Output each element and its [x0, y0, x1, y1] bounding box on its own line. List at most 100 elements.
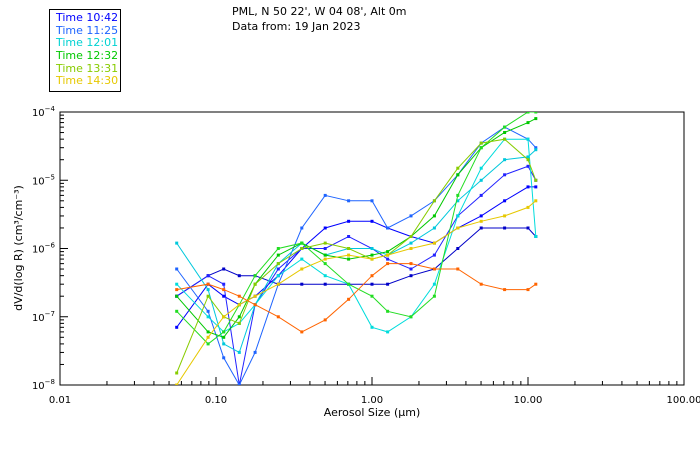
y-tick-label: 10−8	[32, 378, 55, 392]
data-point	[206, 342, 210, 346]
data-point	[300, 247, 304, 250]
x-tick-label: 1.00	[361, 395, 383, 406]
data-point	[222, 335, 226, 339]
data-point	[526, 112, 530, 114]
data-point	[534, 235, 538, 238]
x-tick-label: 10.00	[514, 395, 543, 406]
data-point	[526, 226, 530, 230]
data-point	[300, 226, 304, 230]
legend-entry: Time 10:42	[56, 11, 119, 24]
data-point	[222, 342, 226, 346]
data-point	[503, 158, 507, 162]
legend-entry: Time 13:31	[56, 62, 119, 75]
data-point	[456, 199, 460, 203]
data-point	[409, 267, 413, 271]
y-axis: 10−8 10−7 10−6 10−5 10−4	[32, 105, 68, 392]
legend: Time 10:42 Time 11:25 Time 12:01 Time 12…	[49, 9, 121, 92]
data-point	[206, 330, 210, 334]
series-line	[176, 138, 537, 333]
data-point	[479, 166, 483, 170]
data-point	[409, 315, 413, 319]
data-point	[479, 193, 483, 197]
data-point	[386, 250, 390, 254]
data-point	[526, 288, 530, 292]
data-point	[206, 294, 210, 298]
data-point	[253, 294, 257, 298]
data-point	[206, 288, 210, 292]
data-point	[347, 253, 351, 257]
data-point	[456, 173, 460, 177]
legend-entry: Time 14:30	[56, 74, 119, 87]
data-point	[347, 257, 351, 261]
data-point	[175, 282, 179, 286]
data-point	[526, 155, 530, 159]
data-point	[479, 226, 483, 230]
x-axis-label: Aerosol Size (μm)	[324, 406, 421, 419]
data-point	[370, 257, 374, 261]
data-point	[276, 262, 280, 266]
data-point	[432, 253, 436, 257]
data-point	[456, 214, 460, 218]
data-point	[479, 219, 483, 223]
data-point	[534, 146, 538, 150]
data-point	[300, 267, 304, 271]
data-point	[432, 282, 436, 286]
data-point	[237, 303, 241, 307]
data-point	[409, 262, 413, 266]
series-line	[176, 227, 537, 297]
data-point	[300, 257, 304, 261]
data-point	[175, 288, 179, 292]
data-point	[276, 247, 280, 250]
data-point	[347, 219, 351, 223]
data-point	[222, 288, 226, 292]
data-point	[534, 199, 538, 203]
data-point	[300, 241, 304, 245]
y-tick-label: 10−7	[32, 310, 55, 324]
legend-entry: Time 11:25	[56, 24, 119, 37]
data-point	[370, 282, 374, 286]
data-point	[175, 325, 179, 329]
data-point	[409, 241, 413, 245]
data-point	[300, 282, 304, 286]
data-point	[432, 267, 436, 271]
data-point	[276, 282, 280, 286]
data-point	[323, 193, 327, 197]
data-point	[479, 178, 483, 182]
data-point	[432, 294, 436, 298]
data-point	[526, 121, 530, 125]
data-point	[432, 241, 436, 245]
data-point	[370, 199, 374, 203]
data-point	[386, 309, 390, 313]
data-point	[526, 205, 530, 209]
date-header: Data from: 19 Jan 2023	[232, 20, 361, 33]
series-line	[176, 126, 537, 385]
data-point	[456, 247, 460, 250]
data-point	[253, 282, 257, 286]
data-point	[503, 214, 507, 218]
data-point	[276, 315, 280, 319]
data-point	[237, 383, 241, 385]
y-tick-label: 10−6	[32, 242, 56, 256]
data-point	[534, 117, 538, 121]
data-point	[479, 146, 483, 150]
location-header: PML, N 50 22', W 04 08', Alt 0m	[232, 5, 407, 18]
data-point	[503, 137, 507, 141]
series-line	[176, 200, 537, 385]
data-point	[323, 318, 327, 322]
series-layer	[175, 112, 538, 385]
data-point	[323, 241, 327, 245]
data-point	[237, 315, 241, 319]
data-point	[323, 262, 327, 266]
series-line	[176, 149, 537, 354]
data-point	[323, 247, 327, 250]
data-point	[237, 294, 241, 298]
data-point	[175, 309, 179, 313]
x-tick-label: 0.10	[205, 395, 227, 406]
data-point	[386, 282, 390, 286]
data-point	[370, 325, 374, 329]
data-point	[432, 199, 436, 203]
data-point	[456, 226, 460, 230]
data-point	[347, 199, 351, 203]
data-point	[386, 330, 390, 334]
